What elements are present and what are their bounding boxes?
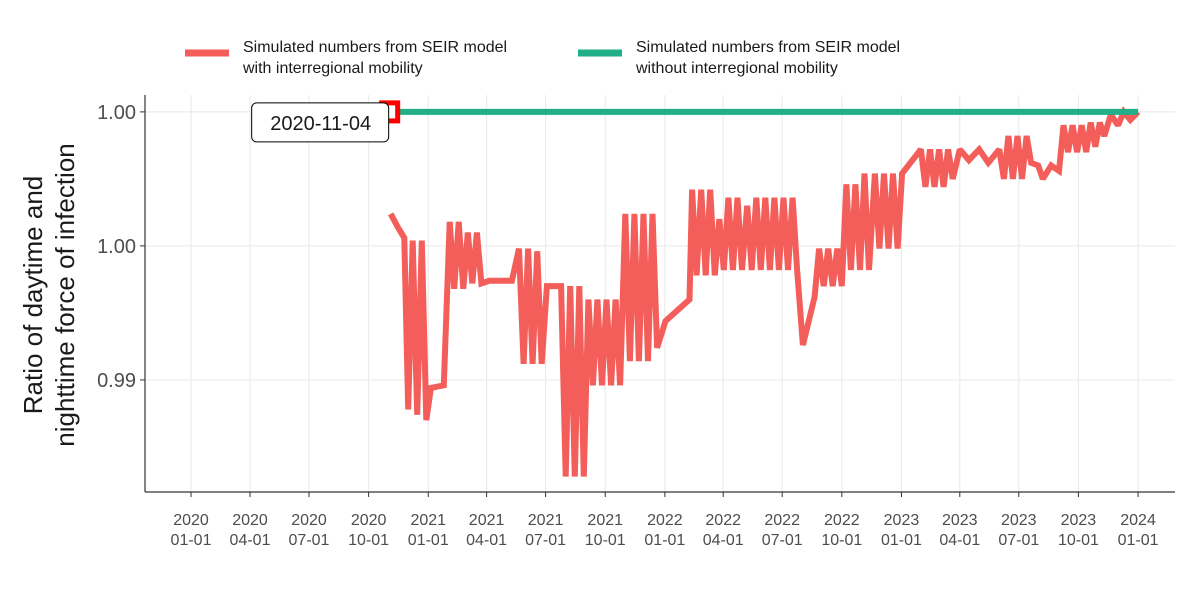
annotation-label: 2020-11-04 bbox=[270, 113, 371, 135]
x-tick-label: 2022 04-01 bbox=[703, 512, 744, 549]
y-axis-title: nighttime force of infection bbox=[50, 143, 80, 447]
x-tick-label: 2022 01-01 bbox=[644, 512, 685, 549]
y-tick-label: 0.99 bbox=[97, 370, 136, 392]
annotation-box bbox=[251, 102, 390, 143]
x-tick-label: 2023 04-01 bbox=[939, 512, 980, 549]
x-tick-label: 2023 01-01 bbox=[881, 512, 922, 549]
x-tick-label: 2020 07-01 bbox=[289, 512, 330, 549]
y-tick-label: 1.00 bbox=[97, 102, 136, 124]
y-axis-title: Ratio of daytime and bbox=[18, 176, 48, 414]
x-tick-label: 2020 10-01 bbox=[348, 512, 389, 549]
x-tick-label: 2021 01-01 bbox=[408, 512, 449, 549]
axes: 0.99 1.00 1.00 2020 01-01 2020 04-01 2020 07-01 2… bbox=[97, 95, 1175, 549]
x-tick-label: 2023 07-01 bbox=[998, 512, 1039, 549]
x-tick-label: 2021 07-01 bbox=[525, 512, 566, 549]
y-tick-label: 1.00 bbox=[97, 236, 136, 258]
x-tick-label: 2021 04-01 bbox=[466, 512, 507, 549]
x-tick-label: 2020 04-01 bbox=[230, 512, 271, 549]
legend-label: Simulated numbers from SEIR model without… bbox=[635, 39, 900, 77]
x-tick-label: 2020 01-01 bbox=[171, 512, 212, 549]
series-line bbox=[388, 106, 1141, 477]
x-tick-label: 2024 01-01 bbox=[1118, 512, 1159, 549]
x-tick-label: 2023 10-01 bbox=[1058, 512, 1099, 549]
legend-label: Simulated numbers from SEIR model with in… bbox=[242, 39, 507, 77]
plot-area bbox=[388, 106, 1141, 477]
x-tick-label: 2022 10-01 bbox=[821, 512, 862, 549]
x-tick-label: 2022 07-01 bbox=[762, 512, 803, 549]
x-tick-label: 2021 10-01 bbox=[585, 512, 626, 549]
